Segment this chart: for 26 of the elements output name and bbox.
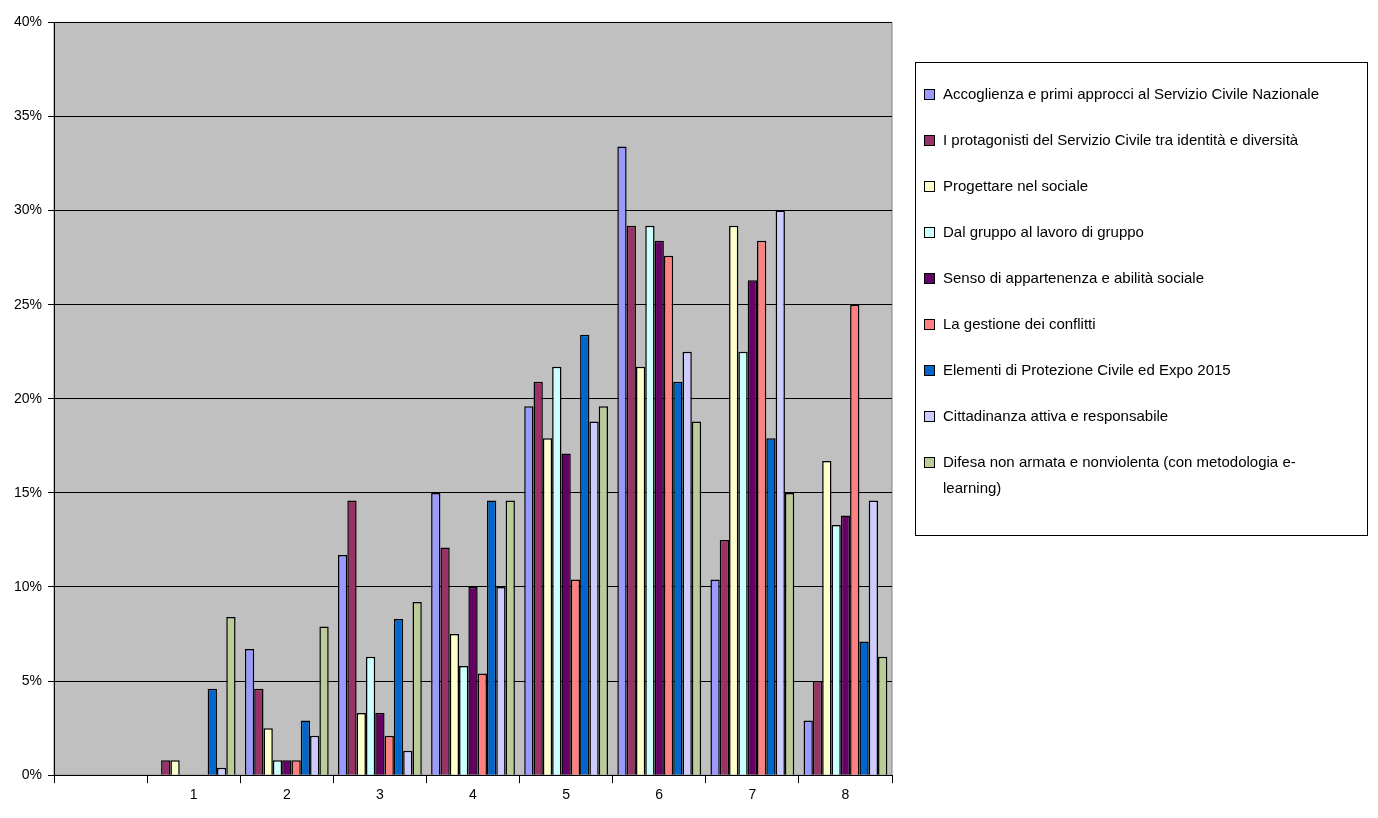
x-tick-label: 2: [282, 786, 291, 803]
y-tick-label: 35%: [13, 107, 43, 124]
legend-label: Difesa non armata e nonviolenta (con metodologia e-learning): [943, 452, 1297, 498]
x-tick-label: 8: [841, 786, 850, 803]
x-tick-label: 7: [748, 786, 757, 803]
x-tick-label: 1: [189, 786, 198, 803]
legend-label: Dal gruppo al lavoro di gruppo: [943, 222, 1144, 242]
y-tick-label: 20%: [13, 389, 43, 406]
x-tick-label: 3: [376, 786, 384, 803]
x-tick-label: 4: [469, 786, 478, 803]
legend-label: I protagonisti del Servizio Civile tra identità e diversità: [943, 130, 1299, 150]
y-tick-label: 5%: [21, 671, 43, 688]
legend-label: Senso di appartenenza e abilità sociale: [943, 268, 1205, 288]
x-tick-label: 5: [562, 786, 571, 803]
y-tick-label: 25%: [13, 295, 43, 312]
y-tick-label: 40%: [13, 13, 43, 30]
legend-label: Accoglienza e primi approcci al Servizio Civile Nazionale: [943, 84, 1319, 104]
legend-label: Elementi di Protezione Civile ed Expo 2015: [943, 360, 1231, 380]
legend-label: La gestione dei conflitti: [943, 314, 1096, 334]
y-tick-label: 15%: [13, 483, 43, 500]
legend-label: Cittadinanza attiva e responsabile: [943, 406, 1169, 426]
y-tick-label: 0%: [21, 766, 43, 783]
y-tick-label: 10%: [13, 577, 43, 594]
legend-label: Progettare nel sociale: [943, 176, 1089, 196]
y-tick-label: 30%: [13, 201, 43, 218]
x-tick-label: 6: [655, 786, 664, 803]
